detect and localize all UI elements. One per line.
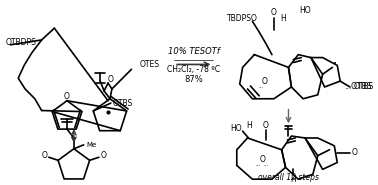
Text: H: H bbox=[281, 14, 287, 23]
Text: Me: Me bbox=[87, 142, 97, 148]
Text: OTBS: OTBS bbox=[113, 99, 133, 108]
Text: •: • bbox=[333, 61, 337, 68]
Text: 87%: 87% bbox=[184, 75, 203, 84]
Text: HO: HO bbox=[299, 6, 311, 15]
Text: ...OTBS: ...OTBS bbox=[344, 83, 372, 92]
Text: O: O bbox=[263, 121, 269, 130]
Text: O: O bbox=[259, 155, 265, 164]
Text: overall 12 steps: overall 12 steps bbox=[258, 173, 319, 182]
Text: TBDPSO: TBDPSO bbox=[227, 14, 258, 23]
Text: OTBDPS: OTBDPS bbox=[6, 38, 36, 47]
Text: OTES: OTES bbox=[139, 60, 159, 69]
Text: O: O bbox=[261, 77, 267, 86]
Text: H: H bbox=[290, 175, 296, 184]
Text: 10% TESOTf: 10% TESOTf bbox=[168, 47, 220, 56]
Text: ...: ... bbox=[259, 83, 264, 88]
Text: O: O bbox=[352, 148, 358, 157]
Text: O: O bbox=[101, 151, 107, 160]
Text: O: O bbox=[271, 8, 277, 17]
Text: H: H bbox=[246, 121, 253, 130]
Text: O: O bbox=[64, 92, 70, 101]
Text: HO: HO bbox=[230, 124, 242, 133]
Text: O: O bbox=[41, 151, 47, 160]
Text: ...: ... bbox=[256, 162, 261, 167]
Text: ...: ... bbox=[263, 162, 269, 167]
Text: O: O bbox=[108, 75, 114, 84]
Text: OTBS: OTBS bbox=[354, 83, 374, 92]
Text: CH₂Cl₂, -78 ºC: CH₂Cl₂, -78 ºC bbox=[167, 65, 220, 74]
